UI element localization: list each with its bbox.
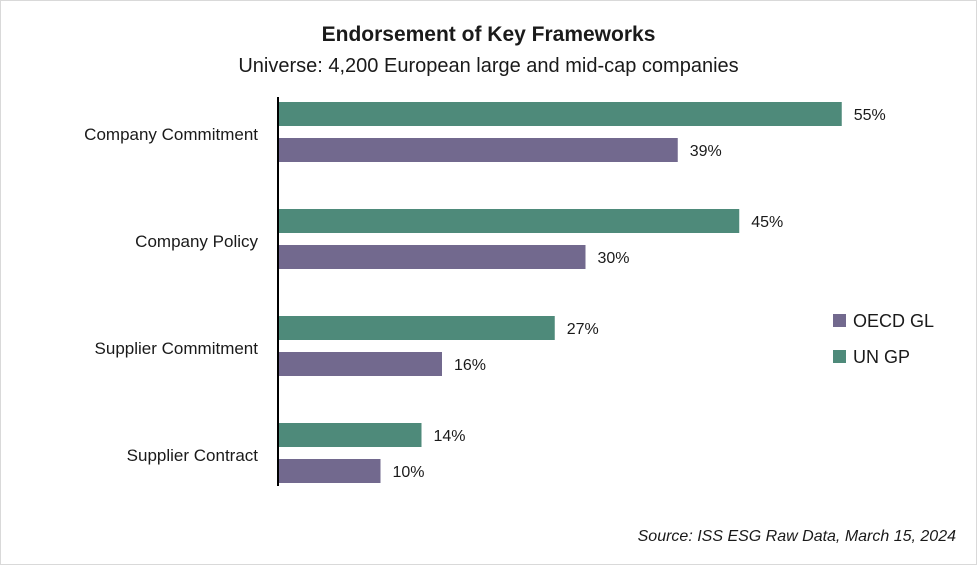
data-label: 16% xyxy=(454,357,486,374)
bar xyxy=(278,102,842,126)
data-label: 30% xyxy=(598,250,630,267)
chart-subtitle: Universe: 4,200 European large and mid-c… xyxy=(238,55,739,77)
category-label: Company Policy xyxy=(135,232,258,251)
chart-title: Endorsement of Key Frameworks xyxy=(321,23,656,46)
bar xyxy=(278,245,586,269)
category-label: Supplier Commitment xyxy=(95,339,259,358)
category-label: Supplier Contract xyxy=(127,446,259,465)
bar xyxy=(278,209,740,233)
data-label: 39% xyxy=(690,143,722,160)
data-label: 10% xyxy=(393,464,425,481)
bar xyxy=(278,138,678,162)
data-label: 45% xyxy=(751,214,783,231)
source-note: Source: ISS ESG Raw Data, March 15, 2024 xyxy=(637,528,956,545)
bar xyxy=(278,459,381,483)
bar xyxy=(278,423,422,447)
bar xyxy=(278,352,442,376)
data-label: 55% xyxy=(854,107,886,124)
legend-swatch xyxy=(833,350,846,363)
legend-swatch xyxy=(833,314,846,327)
bar xyxy=(278,316,555,340)
data-label: 27% xyxy=(567,321,599,338)
legend-label: OECD GL xyxy=(853,311,934,331)
legend-label: UN GP xyxy=(853,347,910,367)
data-label: 14% xyxy=(434,428,466,445)
category-label: Company Commitment xyxy=(84,125,258,144)
